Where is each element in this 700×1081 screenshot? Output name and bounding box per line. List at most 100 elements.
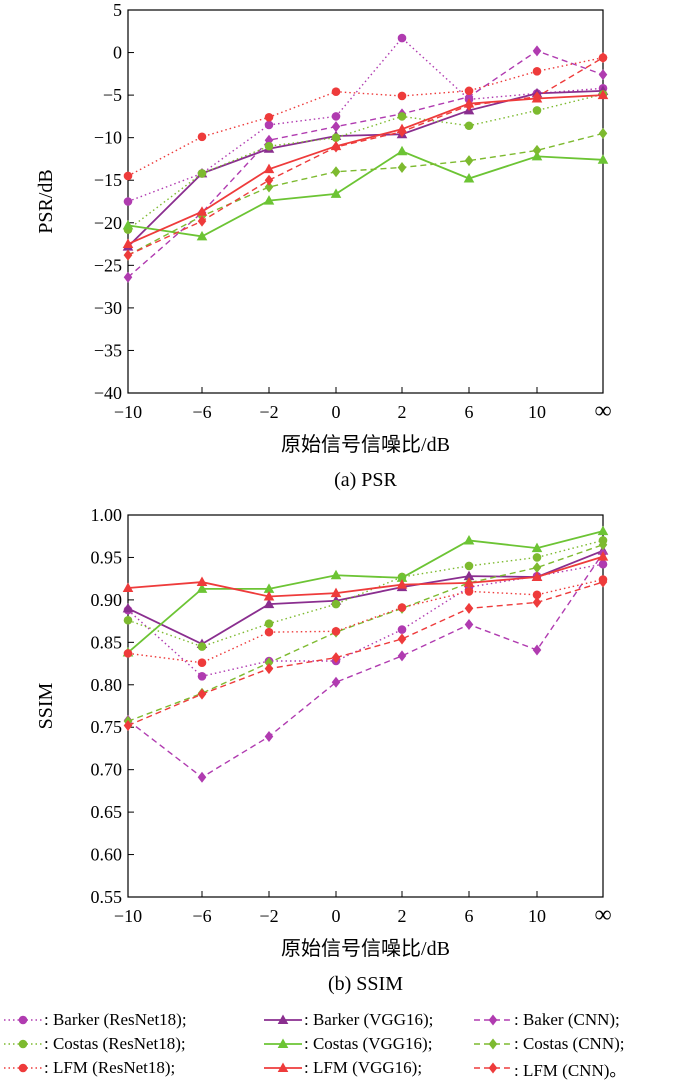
series-lfm-cnn: [123, 52, 608, 261]
y-tick-label: −15: [94, 170, 122, 190]
data-point: [598, 559, 608, 569]
legend-item-lfm-vgg16: : LFM (VGG16);: [262, 1056, 422, 1080]
legend-item-costas-resnet18: : Costas (ResNet18);: [2, 1032, 186, 1056]
legend-marker: [18, 1015, 28, 1025]
legend-swatch: [4, 1039, 42, 1049]
y-tick-label: 0.65: [91, 802, 123, 822]
data-point: [123, 171, 133, 181]
data-point: [263, 598, 275, 609]
series-line: [127, 57, 604, 256]
x-tick-label: 10: [528, 402, 546, 422]
data-point: [197, 658, 207, 668]
series-line: [127, 93, 604, 231]
series-line: [127, 89, 604, 248]
data-point: [597, 551, 609, 561]
data-point: [397, 633, 407, 645]
y-tick-label: −30: [94, 298, 122, 318]
data-point: [263, 163, 275, 174]
data-point: [197, 671, 207, 681]
series-line: [127, 150, 604, 238]
data-point: [532, 596, 542, 608]
data-point: [263, 590, 275, 601]
data-point: [122, 219, 134, 230]
data-point: [264, 181, 274, 193]
data-point: [464, 587, 474, 596]
legend-marker: [18, 1063, 28, 1073]
series-costas-cnn: [123, 539, 608, 727]
data-point: [597, 154, 609, 164]
data-point: [598, 127, 608, 139]
data-point: [331, 166, 341, 178]
data-point: [263, 583, 275, 593]
data-point: [264, 619, 274, 628]
data-point: [196, 230, 208, 241]
data-point: [396, 145, 408, 156]
y-tick-label: 0.95: [91, 547, 123, 567]
data-point: [331, 141, 341, 153]
data-point: [330, 569, 342, 580]
data-point: [197, 688, 207, 700]
data-point: [397, 625, 407, 634]
legend-item-costas-vgg16: : Costas (VGG16);: [262, 1032, 432, 1056]
legend-label: : Baker (CNN);: [514, 1010, 620, 1029]
data-point: [331, 87, 341, 97]
legend-swatch: [474, 1014, 512, 1026]
legend-marker: [277, 1038, 289, 1048]
data-point: [598, 539, 608, 551]
legend-label: : Costas (CNN);: [514, 1034, 625, 1053]
x-tick-label: 2: [398, 906, 407, 926]
data-point: [123, 615, 133, 625]
data-point: [331, 626, 341, 636]
series-lfm-resnet18: [123, 53, 608, 181]
legend-label: : Barker (VGG16);: [304, 1010, 434, 1029]
data-point: [197, 169, 207, 178]
legend-marker: [18, 1039, 28, 1049]
y-tick-label: −40: [94, 383, 122, 403]
legend-row-2: : Costas (ResNet18); : Costas (VGG16); :…: [0, 1032, 700, 1056]
y-tick-label: −35: [94, 340, 122, 360]
x-tick-label: −10: [114, 402, 142, 422]
x-axis-label: 原始信号信噪比/dB: [281, 937, 450, 960]
data-point: [196, 576, 208, 587]
y-tick-label: 0.70: [91, 760, 123, 780]
y-tick-label: −10: [94, 128, 122, 148]
data-point: [598, 69, 608, 81]
x-tick-label: −6: [192, 402, 211, 422]
data-point: [463, 570, 475, 581]
y-axis-label: PSR/dB: [35, 169, 57, 233]
data-point: [532, 106, 542, 115]
data-point: [532, 66, 542, 76]
y-tick-label: 0: [113, 43, 122, 63]
data-point: [397, 603, 407, 612]
data-point: [397, 126, 407, 138]
data-point: [464, 619, 474, 631]
legend-label: : LFM (ResNet18);: [44, 1058, 176, 1077]
x-tick-label: −2: [259, 402, 278, 422]
legend-row-3: : LFM (ResNet18); : LFM (VGG16); : LFM (…: [0, 1056, 700, 1080]
x-tick-label: 6: [465, 906, 474, 926]
legend-row-1: : Barker (ResNet18); : Barker (VGG16); :…: [0, 1008, 700, 1032]
data-point: [397, 91, 407, 101]
legend-marker: [488, 1038, 498, 1050]
data-point: [597, 89, 609, 100]
legend-swatch: [4, 1063, 42, 1073]
data-point: [464, 155, 474, 167]
legend-marker: [277, 1062, 289, 1072]
legend-item-lfm-cnn: : LFM (CNN)。: [472, 1056, 626, 1080]
series-line: [127, 56, 604, 177]
series-line: [127, 581, 604, 727]
chart-panel-psr: 50−5−10−15−20−25−30−35−40−10 −6 −2 0 2 6 10 ∞原始…: [35, 0, 612, 491]
legend-swatch: [264, 1038, 302, 1048]
legend-label: : Costas (ResNet18);: [44, 1034, 186, 1053]
y-axis-label: SSIM: [35, 682, 57, 729]
data-point: [464, 99, 474, 111]
legend-item-lfm-resnet18: : LFM (ResNet18);: [2, 1056, 175, 1080]
x-tick-label: 6: [465, 402, 474, 422]
y-tick-label: 0.60: [91, 845, 123, 865]
legend-item-barker-vgg16: : Barker (VGG16);: [262, 1008, 433, 1032]
x-tick-label: ∞: [594, 398, 611, 424]
data-point: [123, 720, 133, 732]
plot-frame: [127, 514, 604, 898]
data-point: [532, 562, 542, 574]
legend-label: : Costas (VGG16);: [304, 1034, 433, 1053]
